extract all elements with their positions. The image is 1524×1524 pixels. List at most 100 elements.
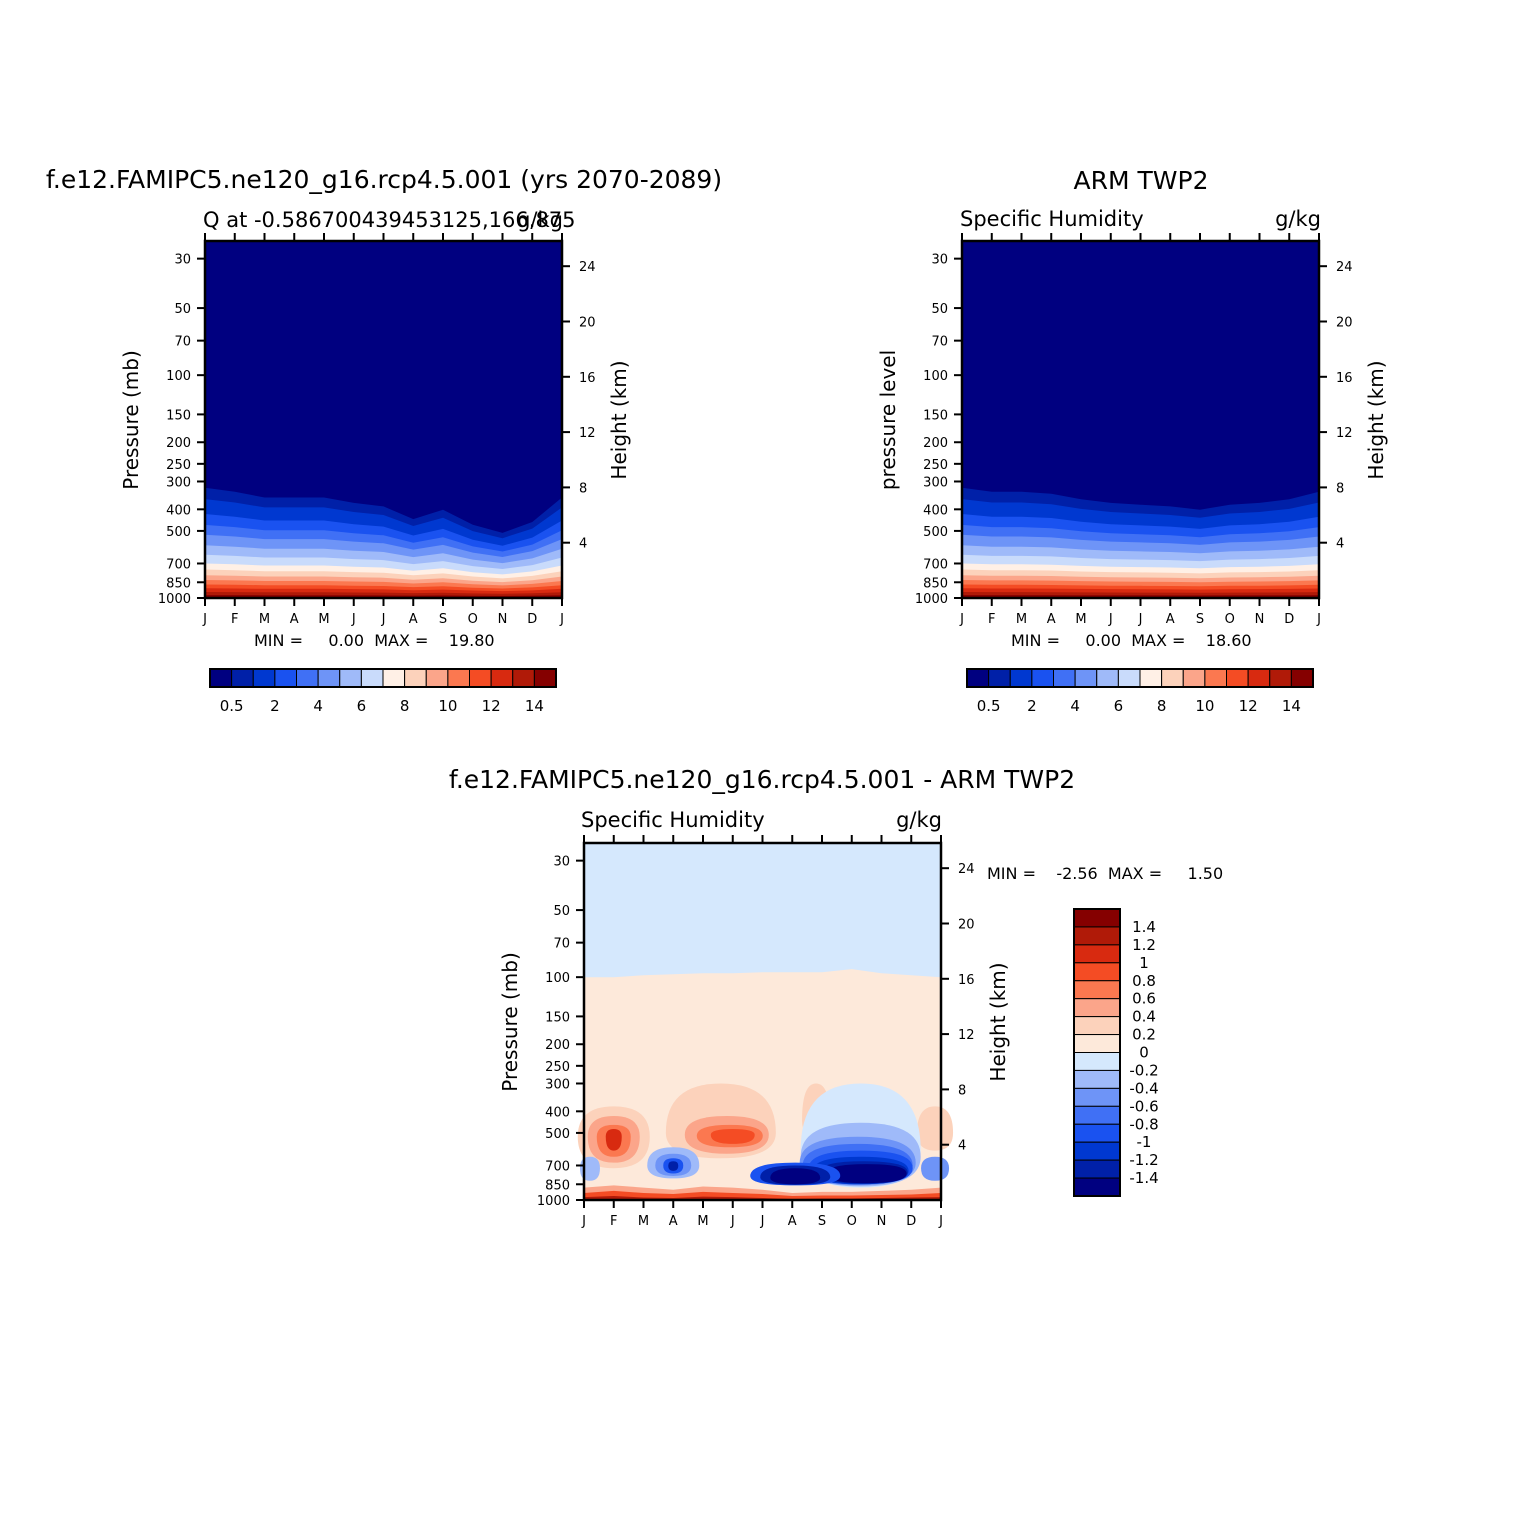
colorbar-box bbox=[1073, 998, 1121, 1018]
colorbar-box bbox=[360, 668, 384, 688]
y-tick-label: 70 bbox=[931, 335, 948, 350]
colorbar-box bbox=[1074, 668, 1098, 688]
x-tick-label: F bbox=[610, 1214, 617, 1229]
y2-tick-label: 24 bbox=[579, 260, 596, 275]
left-y-axis-label: Pressure (mb) bbox=[119, 350, 143, 490]
x-tick-label: J bbox=[559, 612, 564, 627]
colorbar-label: 12 bbox=[1239, 697, 1258, 715]
y-tick-label: 50 bbox=[931, 302, 948, 317]
y-tick-label: 850 bbox=[545, 1178, 570, 1193]
colorbar-box bbox=[490, 668, 514, 688]
left-panel-subtitle: Q at -0.586700439453125,166.875 bbox=[203, 208, 576, 232]
colorbar-box bbox=[966, 668, 990, 688]
y2-tick-label: 8 bbox=[1336, 481, 1344, 496]
y-tick-label: 150 bbox=[545, 1010, 570, 1025]
colorbar-label: 10 bbox=[438, 697, 457, 715]
y-tick-label: 1000 bbox=[915, 592, 948, 607]
x-tick-label: A bbox=[1166, 612, 1175, 627]
y-tick-label: 250 bbox=[166, 458, 191, 473]
colorbar-box bbox=[1117, 668, 1141, 688]
y2-tick-label: 12 bbox=[958, 1028, 975, 1043]
left-y2-axis-label: Height (km) bbox=[607, 360, 631, 479]
colorbar-box bbox=[1073, 1087, 1121, 1107]
x-tick-label: D bbox=[527, 612, 537, 627]
colorbar-box bbox=[1073, 1159, 1121, 1179]
y-tick-label: 700 bbox=[166, 557, 191, 572]
y-tick-label: 400 bbox=[545, 1105, 570, 1120]
colorbar-box bbox=[339, 668, 362, 688]
colorbar-box bbox=[1073, 926, 1121, 946]
x-tick-label: J bbox=[959, 612, 964, 627]
y-tick-label: 30 bbox=[174, 253, 191, 268]
x-tick-label: A bbox=[290, 612, 299, 627]
colorbar-box bbox=[1073, 1177, 1121, 1197]
diff-contour-plot: J F M A M J J A S O N D J 30 50 70 100 150 200 250 300 400 500… bbox=[537, 835, 975, 1229]
diff-panel-title: f.e12.FAMIPC5.ne120_g16.rcp4.5.001 - ARM… bbox=[449, 765, 1075, 794]
y-tick-label: 100 bbox=[923, 369, 948, 384]
colorbar-box bbox=[231, 668, 254, 688]
colorbar-box bbox=[1073, 1034, 1121, 1053]
y-tick-label: 400 bbox=[923, 503, 948, 518]
colorbar-label: 6 bbox=[357, 697, 367, 715]
y2-tick-label: 8 bbox=[958, 1083, 966, 1098]
colorbar-label: -0.8 bbox=[1129, 1115, 1158, 1133]
x-tick-label: O bbox=[468, 612, 478, 627]
right-panel-title: ARM TWP2 bbox=[1074, 166, 1209, 195]
y-tick-label: 300 bbox=[923, 475, 948, 490]
x-tick-label: S bbox=[439, 612, 447, 627]
x-tick-label: A bbox=[409, 612, 418, 627]
right-panel-units: g/kg bbox=[1275, 207, 1321, 231]
y-tick-label: 200 bbox=[923, 436, 948, 451]
y-tick-label: 400 bbox=[166, 503, 191, 518]
y-tick-label: 1000 bbox=[158, 592, 191, 607]
colorbar-label: 0.6 bbox=[1132, 990, 1156, 1008]
y-tick-label: 700 bbox=[923, 557, 948, 572]
x-tick-label: O bbox=[1225, 612, 1235, 627]
colorbar-box bbox=[252, 668, 276, 688]
x-tick-label: O bbox=[847, 1214, 857, 1229]
x-tick-label: J bbox=[938, 1214, 943, 1229]
x-tick-label: N bbox=[877, 1214, 887, 1229]
colorbar-box bbox=[1269, 668, 1292, 688]
colorbar-label: 14 bbox=[1282, 697, 1301, 715]
colorbar-box bbox=[988, 668, 1011, 688]
x-tick-label: J bbox=[351, 612, 356, 627]
y2-tick-label: 12 bbox=[1336, 426, 1353, 441]
y-tick-label: 30 bbox=[553, 855, 570, 870]
right-y2-axis-label: Height (km) bbox=[1364, 360, 1388, 479]
colorbar-box bbox=[1053, 668, 1076, 688]
colorbar-label: 0 bbox=[1139, 1044, 1149, 1062]
y2-tick-label: 16 bbox=[958, 973, 975, 988]
colorbar-box bbox=[1096, 668, 1119, 688]
y2-tick-label: 8 bbox=[579, 481, 587, 496]
x-tick-label: F bbox=[988, 612, 995, 627]
y-tick-label: 30 bbox=[931, 253, 948, 268]
x-tick-label: M bbox=[1016, 612, 1027, 627]
contour-band bbox=[917, 1106, 954, 1151]
colorbar-label: 1 bbox=[1139, 954, 1149, 972]
x-tick-label: M bbox=[638, 1214, 649, 1229]
x-tick-label: J bbox=[1138, 612, 1143, 627]
colorbar-label: -1.2 bbox=[1129, 1151, 1158, 1169]
y2-tick-label: 20 bbox=[579, 315, 596, 330]
colorbar-box bbox=[1073, 1141, 1121, 1161]
diff-min-max: MIN = -2.56 MAX = 1.50 bbox=[987, 864, 1223, 883]
y2-tick-label: 4 bbox=[579, 537, 587, 552]
contour-band bbox=[826, 1164, 907, 1184]
y-tick-label: 200 bbox=[545, 1038, 570, 1053]
y2-tick-label: 16 bbox=[1336, 371, 1353, 386]
y-tick-label: 500 bbox=[545, 1127, 570, 1142]
colorbar-label: 8 bbox=[400, 697, 410, 715]
x-tick-label: A bbox=[1047, 612, 1056, 627]
colorbar-label: -0.4 bbox=[1129, 1079, 1158, 1097]
colorbar-box bbox=[1073, 980, 1121, 1000]
colorbar-frame bbox=[209, 668, 557, 688]
y2-tick-label: 4 bbox=[958, 1139, 966, 1154]
colorbar-label: -0.6 bbox=[1129, 1097, 1158, 1115]
diff-panel-subtitle: Specific Humidity bbox=[581, 808, 765, 832]
colorbar-box bbox=[317, 668, 341, 688]
y-tick-label: 50 bbox=[174, 302, 191, 317]
left-panel-title: f.e12.FAMIPC5.ne120_g16.rcp4.5.001 (yrs … bbox=[46, 165, 722, 194]
colorbar-label: -0.2 bbox=[1129, 1061, 1158, 1079]
y-tick-label: 700 bbox=[545, 1159, 570, 1174]
